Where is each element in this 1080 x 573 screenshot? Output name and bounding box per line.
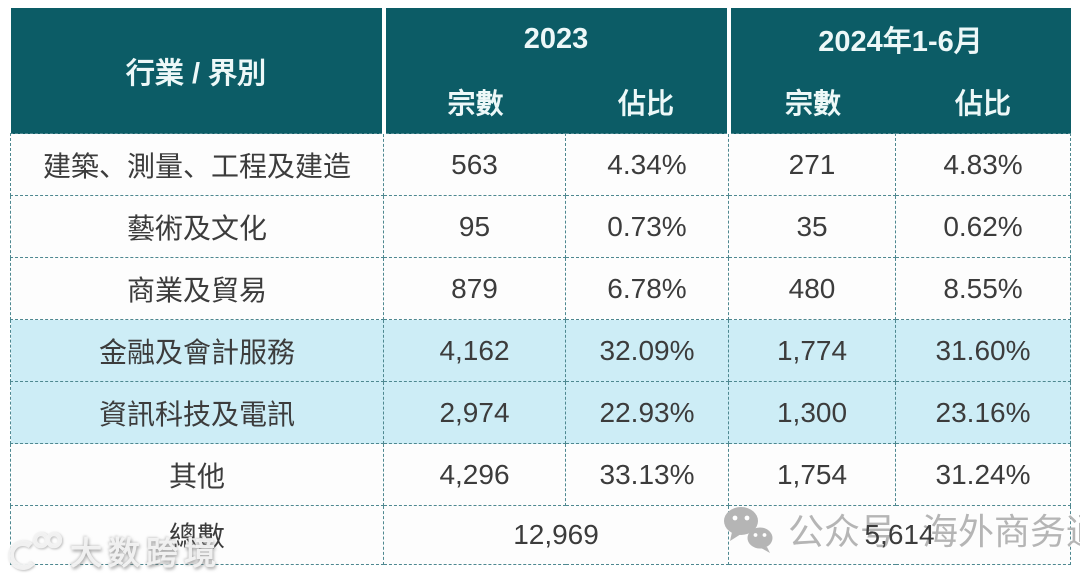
row-label: 資訊科技及電訊 — [10, 381, 384, 444]
cell-2023-share: 33.13% — [564, 443, 730, 506]
group-header-2023: 2023 — [381, 8, 729, 70]
corner-header-industry: 行業 / 界別 — [10, 8, 384, 134]
table-row-finance-accounting: 金融及會計服務 4,162 32.09% 1,774 31.60% — [10, 319, 1072, 382]
cell-2024-share: 0.62% — [895, 195, 1072, 258]
header-row-groups: 行業 / 界別 2023 2024年1-6月 — [10, 8, 1071, 134]
table-row-it-telecom: 資訊科技及電訊 2,974 22.93% 1,300 23.16% — [10, 381, 1072, 444]
subheader-2024-cases: 宗數 — [726, 70, 896, 134]
cell-2023-cases: 95 — [383, 195, 566, 258]
total-2024-value: 5,614 — [864, 519, 935, 550]
table-row-total: 總數 12,969 5,614 — [10, 505, 1072, 565]
table-row-construction: 建築、測量、工程及建造 563 4.34% 271 4.83% — [10, 133, 1072, 196]
cell-2024-share: 8.55% — [895, 257, 1072, 320]
row-label: 商業及貿易 — [10, 257, 384, 320]
infinity-glasses-logo-icon — [8, 531, 62, 570]
table-row-arts-culture: 藝術及文化 95 0.73% 35 0.62% — [10, 195, 1072, 258]
cell-2024-share: 31.60% — [895, 319, 1072, 382]
brand-watermark: 大数跨境 — [6, 528, 222, 573]
row-label: 藝術及文化 — [10, 195, 384, 258]
cell-2024-cases: 1,774 — [728, 319, 897, 382]
cell-2023-cases: 879 — [383, 257, 566, 320]
cell-2023-share: 6.78% — [564, 257, 730, 320]
cell-2024-cases: 1,754 — [728, 443, 897, 506]
cell-2023-share: 4.34% — [564, 133, 730, 196]
cell-2023-cases: 563 — [383, 133, 566, 196]
wechat-watermark: 公众号 海外商务通 — [722, 503, 1080, 555]
cell-2024-cases: 271 — [728, 133, 897, 196]
statistics-table-wrapper: 行業 / 界別 2023 2024年1-6月 宗數 佔比 宗數 佔比 建築、測量… — [10, 8, 1072, 565]
subheader-2023-share: 佔比 — [565, 70, 729, 134]
cell-2024-share: 31.24% — [895, 443, 1072, 506]
cell-2024-share: 4.83% — [895, 133, 1072, 196]
subheader-2024-share: 佔比 — [895, 70, 1071, 134]
wechat-icon — [724, 507, 773, 553]
cell-2024-cases: 480 — [728, 257, 897, 320]
cell-2024-share: 23.16% — [895, 381, 1072, 444]
row-label: 建築、測量、工程及建造 — [10, 133, 384, 196]
cell-2023-share: 32.09% — [564, 319, 730, 382]
brand-watermark-text: 大数跨境 — [70, 535, 223, 571]
table-row-others: 其他 4,296 33.13% 1,754 31.24% — [10, 443, 1072, 506]
table-row-business-trade: 商業及貿易 879 6.78% 480 8.55% — [10, 257, 1072, 320]
total-2024-cell: 5,614 — [728, 505, 1072, 565]
subheader-2023-cases: 宗數 — [381, 70, 566, 134]
row-label: 其他 — [10, 443, 384, 506]
total-2023-value: 12,969 — [513, 519, 599, 550]
cell-2023-cases: 4,162 — [383, 319, 566, 382]
total-2023-cell: 12,969 — [382, 505, 730, 565]
cell-2023-share: 22.93% — [564, 381, 730, 444]
row-label: 金融及會計服務 — [10, 319, 384, 382]
cell-2023-cases: 2,974 — [383, 381, 566, 444]
group-header-2024: 2024年1-6月 — [726, 8, 1071, 70]
total-label: 總數 — [10, 505, 384, 565]
header-row-subheaders: 宗數 佔比 宗數 佔比 — [11, 70, 1071, 134]
cell-2023-cases: 4,296 — [383, 443, 566, 506]
cell-2024-cases: 1,300 — [728, 381, 897, 444]
industry-statistics-table: 行業 / 界別 2023 2024年1-6月 宗數 佔比 宗數 佔比 建築、測量… — [10, 8, 1072, 565]
cell-2023-share: 0.73% — [564, 195, 730, 258]
wechat-watermark-text: 公众号 海外商务通 — [788, 511, 1080, 552]
cell-2024-cases: 35 — [728, 195, 897, 258]
